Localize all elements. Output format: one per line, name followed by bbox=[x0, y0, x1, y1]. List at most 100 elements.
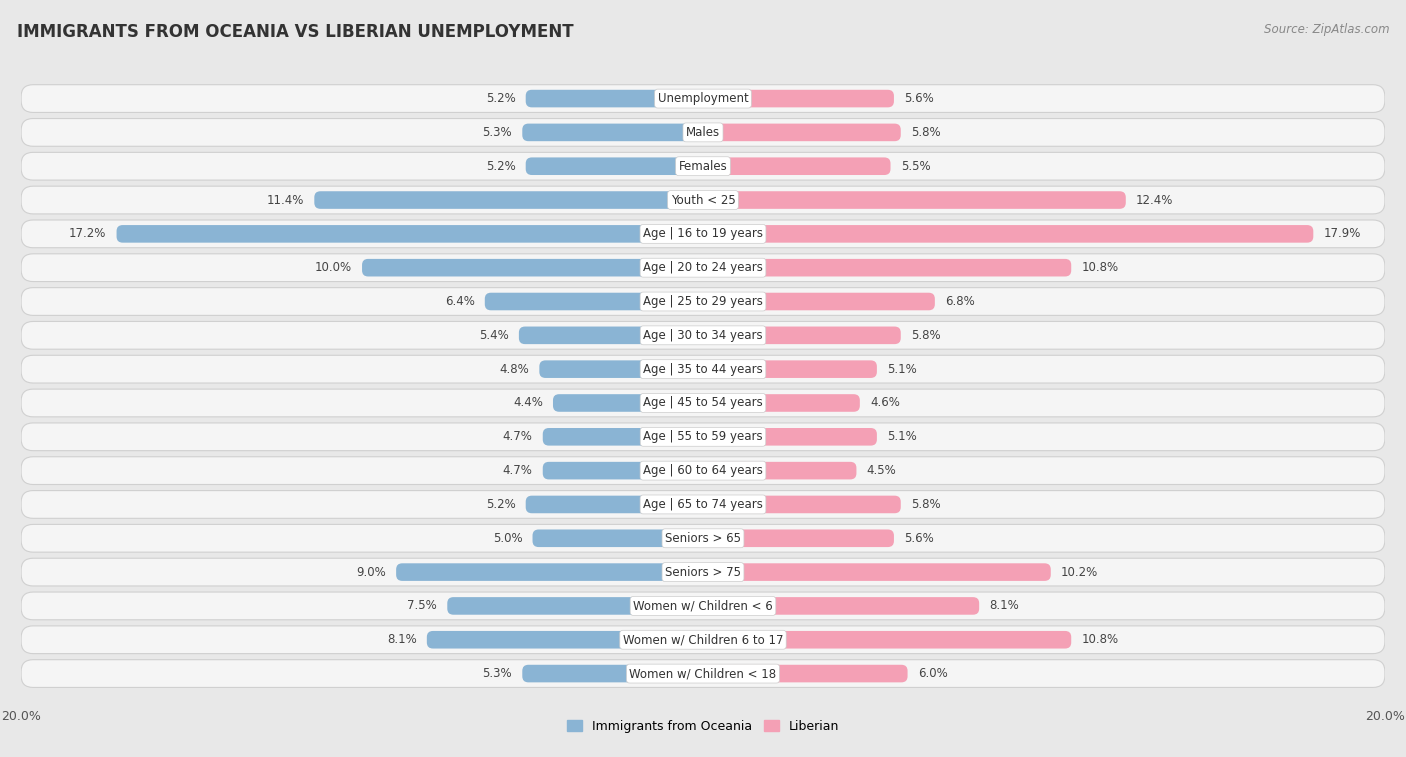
FancyBboxPatch shape bbox=[703, 123, 901, 142]
Legend: Immigrants from Oceania, Liberian: Immigrants from Oceania, Liberian bbox=[567, 720, 839, 733]
FancyBboxPatch shape bbox=[21, 322, 1385, 349]
Text: Women w/ Children 6 to 17: Women w/ Children 6 to 17 bbox=[623, 634, 783, 646]
Text: 17.2%: 17.2% bbox=[69, 227, 107, 241]
Text: Source: ZipAtlas.com: Source: ZipAtlas.com bbox=[1264, 23, 1389, 36]
Text: Age | 65 to 74 years: Age | 65 to 74 years bbox=[643, 498, 763, 511]
Text: 12.4%: 12.4% bbox=[1136, 194, 1174, 207]
Text: 5.1%: 5.1% bbox=[887, 430, 917, 444]
Text: Women w/ Children < 18: Women w/ Children < 18 bbox=[630, 667, 776, 680]
Text: 5.1%: 5.1% bbox=[887, 363, 917, 375]
Text: Age | 20 to 24 years: Age | 20 to 24 years bbox=[643, 261, 763, 274]
FancyBboxPatch shape bbox=[21, 389, 1385, 417]
FancyBboxPatch shape bbox=[363, 259, 703, 276]
Text: 6.0%: 6.0% bbox=[918, 667, 948, 680]
Text: 10.2%: 10.2% bbox=[1062, 565, 1098, 578]
Text: 5.3%: 5.3% bbox=[482, 667, 512, 680]
Text: 6.8%: 6.8% bbox=[945, 295, 974, 308]
Text: IMMIGRANTS FROM OCEANIA VS LIBERIAN UNEMPLOYMENT: IMMIGRANTS FROM OCEANIA VS LIBERIAN UNEM… bbox=[17, 23, 574, 41]
FancyBboxPatch shape bbox=[447, 597, 703, 615]
FancyBboxPatch shape bbox=[526, 157, 703, 175]
Text: 5.4%: 5.4% bbox=[479, 329, 509, 342]
FancyBboxPatch shape bbox=[522, 123, 703, 142]
FancyBboxPatch shape bbox=[703, 631, 1071, 649]
FancyBboxPatch shape bbox=[21, 423, 1385, 450]
FancyBboxPatch shape bbox=[703, 394, 860, 412]
FancyBboxPatch shape bbox=[21, 592, 1385, 620]
FancyBboxPatch shape bbox=[427, 631, 703, 649]
FancyBboxPatch shape bbox=[522, 665, 703, 682]
FancyBboxPatch shape bbox=[526, 496, 703, 513]
FancyBboxPatch shape bbox=[21, 220, 1385, 248]
FancyBboxPatch shape bbox=[703, 462, 856, 479]
Text: Age | 35 to 44 years: Age | 35 to 44 years bbox=[643, 363, 763, 375]
Text: 5.0%: 5.0% bbox=[492, 531, 522, 545]
FancyBboxPatch shape bbox=[21, 355, 1385, 383]
FancyBboxPatch shape bbox=[703, 326, 901, 344]
FancyBboxPatch shape bbox=[117, 225, 703, 243]
Text: 4.7%: 4.7% bbox=[503, 430, 533, 444]
FancyBboxPatch shape bbox=[21, 85, 1385, 113]
FancyBboxPatch shape bbox=[703, 225, 1313, 243]
Text: 10.0%: 10.0% bbox=[315, 261, 352, 274]
Text: 5.8%: 5.8% bbox=[911, 498, 941, 511]
Text: Age | 16 to 19 years: Age | 16 to 19 years bbox=[643, 227, 763, 241]
Text: Females: Females bbox=[679, 160, 727, 173]
Text: Seniors > 65: Seniors > 65 bbox=[665, 531, 741, 545]
FancyBboxPatch shape bbox=[21, 119, 1385, 146]
FancyBboxPatch shape bbox=[703, 259, 1071, 276]
Text: Youth < 25: Youth < 25 bbox=[671, 194, 735, 207]
Text: 7.5%: 7.5% bbox=[408, 600, 437, 612]
FancyBboxPatch shape bbox=[703, 90, 894, 107]
Text: Age | 45 to 54 years: Age | 45 to 54 years bbox=[643, 397, 763, 410]
FancyBboxPatch shape bbox=[703, 428, 877, 446]
Text: 4.6%: 4.6% bbox=[870, 397, 900, 410]
FancyBboxPatch shape bbox=[21, 254, 1385, 282]
FancyBboxPatch shape bbox=[21, 152, 1385, 180]
FancyBboxPatch shape bbox=[21, 659, 1385, 687]
FancyBboxPatch shape bbox=[315, 192, 703, 209]
FancyBboxPatch shape bbox=[703, 496, 901, 513]
Text: 6.4%: 6.4% bbox=[444, 295, 475, 308]
Text: 4.8%: 4.8% bbox=[499, 363, 529, 375]
FancyBboxPatch shape bbox=[543, 462, 703, 479]
Text: 5.8%: 5.8% bbox=[911, 329, 941, 342]
Text: Age | 30 to 34 years: Age | 30 to 34 years bbox=[643, 329, 763, 342]
FancyBboxPatch shape bbox=[533, 529, 703, 547]
FancyBboxPatch shape bbox=[396, 563, 703, 581]
Text: Age | 55 to 59 years: Age | 55 to 59 years bbox=[643, 430, 763, 444]
Text: 8.1%: 8.1% bbox=[387, 634, 416, 646]
FancyBboxPatch shape bbox=[540, 360, 703, 378]
FancyBboxPatch shape bbox=[703, 665, 908, 682]
Text: 8.1%: 8.1% bbox=[990, 600, 1019, 612]
FancyBboxPatch shape bbox=[703, 192, 1126, 209]
Text: 5.6%: 5.6% bbox=[904, 92, 934, 105]
Text: 5.8%: 5.8% bbox=[911, 126, 941, 139]
FancyBboxPatch shape bbox=[21, 186, 1385, 214]
FancyBboxPatch shape bbox=[703, 293, 935, 310]
FancyBboxPatch shape bbox=[703, 360, 877, 378]
Text: 5.3%: 5.3% bbox=[482, 126, 512, 139]
Text: Age | 60 to 64 years: Age | 60 to 64 years bbox=[643, 464, 763, 477]
Text: 5.2%: 5.2% bbox=[485, 92, 516, 105]
Text: Males: Males bbox=[686, 126, 720, 139]
Text: 5.2%: 5.2% bbox=[485, 160, 516, 173]
Text: 11.4%: 11.4% bbox=[267, 194, 304, 207]
FancyBboxPatch shape bbox=[526, 90, 703, 107]
FancyBboxPatch shape bbox=[543, 428, 703, 446]
FancyBboxPatch shape bbox=[21, 626, 1385, 653]
FancyBboxPatch shape bbox=[703, 563, 1050, 581]
Text: 5.2%: 5.2% bbox=[485, 498, 516, 511]
Text: 10.8%: 10.8% bbox=[1081, 261, 1119, 274]
Text: 17.9%: 17.9% bbox=[1323, 227, 1361, 241]
FancyBboxPatch shape bbox=[21, 558, 1385, 586]
Text: 9.0%: 9.0% bbox=[356, 565, 385, 578]
FancyBboxPatch shape bbox=[703, 157, 890, 175]
FancyBboxPatch shape bbox=[553, 394, 703, 412]
Text: Women w/ Children < 6: Women w/ Children < 6 bbox=[633, 600, 773, 612]
Text: Unemployment: Unemployment bbox=[658, 92, 748, 105]
Text: 4.5%: 4.5% bbox=[866, 464, 897, 477]
Text: Age | 25 to 29 years: Age | 25 to 29 years bbox=[643, 295, 763, 308]
Text: 10.8%: 10.8% bbox=[1081, 634, 1119, 646]
FancyBboxPatch shape bbox=[703, 529, 894, 547]
FancyBboxPatch shape bbox=[21, 456, 1385, 484]
